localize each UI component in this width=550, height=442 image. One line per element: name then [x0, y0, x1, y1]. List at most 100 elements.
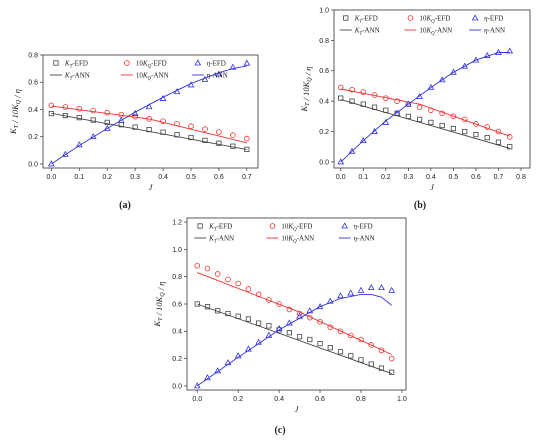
legend-marker-η-EFD — [471, 14, 479, 21]
series-line-η-ANN — [196, 293, 392, 387]
data-point-10K_Q-EFD — [216, 129, 222, 135]
x-tick-label: 0.7 — [494, 174, 504, 181]
data-point-10K_Q-EFD — [337, 84, 344, 91]
data-point-η-EFD — [483, 51, 491, 58]
x-tick-label: 0.8 — [356, 396, 366, 403]
data-point-K_T-EFD — [132, 124, 138, 130]
legend-label: KT-ANN — [64, 72, 90, 82]
data-point-K_T-EFD — [317, 340, 323, 347]
legend-marker-η-EFD — [341, 222, 349, 229]
data-point-10K_Q-EFD — [360, 89, 367, 95]
data-point-10K_Q-EFD — [450, 113, 457, 120]
data-point-10K_Q-EFD — [76, 105, 83, 112]
x-tick-label: 0.2 — [102, 174, 112, 181]
data-point-K_T-EFD — [507, 144, 513, 150]
data-point-η-EFD — [234, 352, 242, 359]
data-point-10K_Q-EFD — [337, 328, 344, 335]
data-point-η-EFD — [367, 284, 375, 291]
legend-label: 10KQ-ANN — [136, 72, 169, 82]
data-point-10K_Q-EFD — [506, 134, 513, 140]
legend-marker-K_T-EFD — [53, 60, 59, 66]
data-point-K_T-EFD — [266, 323, 272, 329]
data-point-η-EFD — [193, 382, 201, 389]
y-tick-label: 0.4 — [28, 107, 38, 114]
data-point-10K_Q-EFD — [416, 104, 423, 111]
data-point-K_T-EFD — [405, 113, 411, 119]
chart-panel-a: 0.0 0.1 0.2 0.3 0.4 0.5 0.6 0.7 0.0 0.2 0.4 0.6 0.8 J… — [8, 52, 259, 211]
series-line-K_T-ANN — [197, 303, 392, 375]
data-point-K_T-EFD — [428, 119, 434, 126]
panel-caption: (b) — [414, 200, 426, 211]
x-tick-label: 0.6 — [214, 174, 224, 181]
data-point-10K_Q-EFD — [214, 271, 221, 277]
legend-marker-10K_Q-EFD — [407, 15, 414, 21]
panel-caption: (c) — [274, 425, 285, 436]
data-point-K_T-EFD — [307, 336, 313, 343]
data-point-η-EFD — [265, 331, 273, 338]
data-point-10K_Q-EFD — [349, 86, 355, 93]
legend-marker-K_T-EFD — [197, 223, 203, 229]
data-point-K_T-EFD — [338, 95, 344, 101]
y-tick-label: 1.0 — [319, 7, 329, 14]
data-point-η-EFD — [404, 100, 412, 107]
data-point-10K_Q-EFD — [104, 109, 111, 116]
y-tick-label: 0.8 — [319, 38, 329, 45]
data-point-K_T-EFD — [327, 345, 333, 351]
legend-label: 10KQ-EFD — [136, 60, 167, 70]
panel-caption: (a) — [119, 200, 131, 211]
data-point-10K_Q-EFD — [48, 102, 55, 109]
data-point-K_T-EFD — [484, 135, 490, 141]
legend-label: 10KQ-ANN — [281, 235, 314, 245]
data-point-10K_Q-EFD — [202, 126, 208, 132]
data-point-η-EFD — [275, 324, 283, 331]
data-point-10K_Q-EFD — [230, 132, 236, 138]
data-point-η-EFD — [337, 158, 345, 165]
y-tick-label: 0.2 — [172, 356, 182, 363]
x-tick-label: 0.0 — [192, 396, 202, 403]
legend-marker-10K_Q-EFD — [269, 223, 276, 229]
data-point-10K_Q-EFD — [276, 301, 282, 307]
y-tick-label: 0.8 — [28, 52, 38, 59]
y-axis-label: KT / 10KQ / η — [152, 282, 166, 328]
data-point-10K_Q-EFD — [62, 104, 69, 110]
data-point-η-EFD — [145, 103, 153, 110]
x-tick-label: 0.4 — [274, 396, 284, 403]
data-point-K_T-EFD — [349, 98, 355, 104]
data-point-K_T-EFD — [337, 349, 344, 355]
data-point-10K_Q-EFD — [317, 318, 323, 325]
data-point-10K_Q-EFD — [204, 265, 211, 272]
y-tick-label: 0.6 — [319, 68, 329, 75]
data-point-10K_Q-EFD — [160, 118, 166, 124]
legend-label: 10KQ-EFD — [419, 15, 450, 25]
data-point-10K_Q-EFD — [90, 107, 97, 114]
data-point-K_T-EFD — [296, 334, 303, 340]
legend-marker-10K_Q-EFD — [124, 60, 130, 66]
data-point-η-EFD — [255, 338, 263, 345]
data-point-η-EFD — [378, 284, 385, 291]
data-point-10K_Q-EFD — [225, 276, 231, 283]
data-point-η-EFD — [326, 297, 334, 304]
data-point-K_T-EFD — [358, 357, 364, 363]
data-point-10K_Q-EFD — [394, 98, 400, 104]
legend-label: KT-ANN — [354, 27, 380, 37]
data-point-K_T-EFD — [225, 310, 231, 317]
data-point-η-EFD — [348, 147, 356, 154]
data-point-10K_Q-EFD — [347, 332, 354, 339]
chart-panel-b: 0.0 0.1 0.2 0.3 0.4 0.5 0.6 0.7 0.8 0.0 0.2 0.4 0.6 0… — [299, 7, 531, 211]
y-tick-label: 0.2 — [28, 134, 38, 141]
legend-label: KT-ANN — [208, 235, 234, 245]
y-tick-label: 0.8 — [172, 274, 182, 281]
data-point-η-EFD — [245, 345, 252, 352]
plot-frame — [333, 9, 531, 169]
x-tick-label: 0.0 — [47, 174, 57, 181]
data-point-10K_Q-EFD — [255, 291, 262, 298]
y-axis-label: KT / 10KQ / η — [299, 67, 313, 113]
data-point-10K_Q-EFD — [235, 280, 241, 287]
legend-label: η-EFD — [207, 60, 226, 68]
legend-label: KT-EFD — [208, 223, 232, 233]
data-point-η-EFD — [393, 109, 401, 116]
data-point-10K_Q-EFD — [245, 286, 252, 292]
series-line-10K_Q-ANN — [340, 88, 510, 137]
x-tick-label: 0.1 — [358, 174, 368, 181]
x-tick-label: 0.2 — [381, 174, 391, 181]
